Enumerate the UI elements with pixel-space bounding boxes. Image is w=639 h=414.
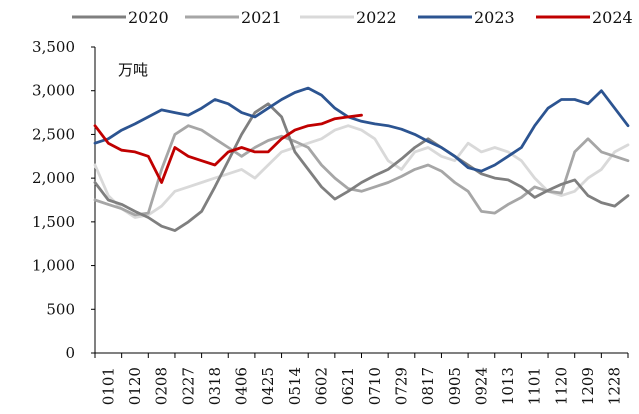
- y-tick-label: 1,500: [32, 213, 75, 231]
- x-tick-label: 0514: [286, 367, 304, 405]
- x-tick-label: 0710: [366, 367, 384, 405]
- unit-label: 万吨: [118, 61, 148, 79]
- x-tick-label: 0729: [392, 367, 410, 405]
- series-line-2020: [93, 102, 630, 233]
- x-tick-label: 0406: [233, 367, 251, 405]
- legend: 2020 2021 2022 2023 2024: [72, 8, 633, 27]
- x-tick-label: 0120: [126, 367, 144, 405]
- x-tick-label: 0318: [206, 367, 224, 405]
- y-tick-label: 2,500: [32, 125, 75, 143]
- x-tick-label: 0227: [179, 367, 197, 405]
- series-line-2024: [93, 113, 363, 184]
- legend-label-2021: 2021: [241, 8, 282, 27]
- x-tick-label: 1013: [499, 367, 517, 405]
- y-tick-label: 3,000: [32, 82, 75, 100]
- x-tick-label: 1101: [526, 367, 544, 405]
- series-line-2021: [93, 124, 630, 217]
- y-tick-label: 3,500: [32, 38, 75, 56]
- x-axis: 0101 0120 0208 0227 0318 0406 0425 0514 0602 0621…: [94, 352, 629, 405]
- y-tick-label: 500: [46, 300, 75, 318]
- x-tick-label: 1209: [579, 367, 597, 405]
- legend-label-2023: 2023: [474, 8, 515, 27]
- x-tick-label: 0905: [446, 367, 464, 405]
- x-tick-label: 0101: [99, 367, 117, 405]
- y-axis: 0 500 1,000 1,500 2,000 2,500 3,000 3,500: [32, 38, 96, 362]
- x-tick-label: 0208: [153, 367, 171, 405]
- series-line-2022: [93, 124, 630, 219]
- y-tick-label: 0: [65, 344, 75, 362]
- plot-area: [93, 86, 630, 233]
- x-tick-label: 0602: [313, 367, 331, 405]
- x-tick-label: 0425: [259, 367, 277, 405]
- series-line-2023: [93, 86, 630, 173]
- x-tick-label: 0924: [472, 367, 490, 405]
- x-tick-label: 1228: [606, 367, 624, 405]
- legend-label-2022: 2022: [356, 8, 397, 27]
- x-tick-label: 0817: [419, 367, 437, 405]
- legend-label-2020: 2020: [128, 8, 169, 27]
- y-tick-label: 2,000: [32, 169, 75, 187]
- y-tick-label: 1,000: [32, 257, 75, 275]
- x-tick-label: 1120: [552, 367, 570, 405]
- x-tick-label: 0621: [339, 367, 357, 405]
- legend-label-2024: 2024: [592, 8, 633, 27]
